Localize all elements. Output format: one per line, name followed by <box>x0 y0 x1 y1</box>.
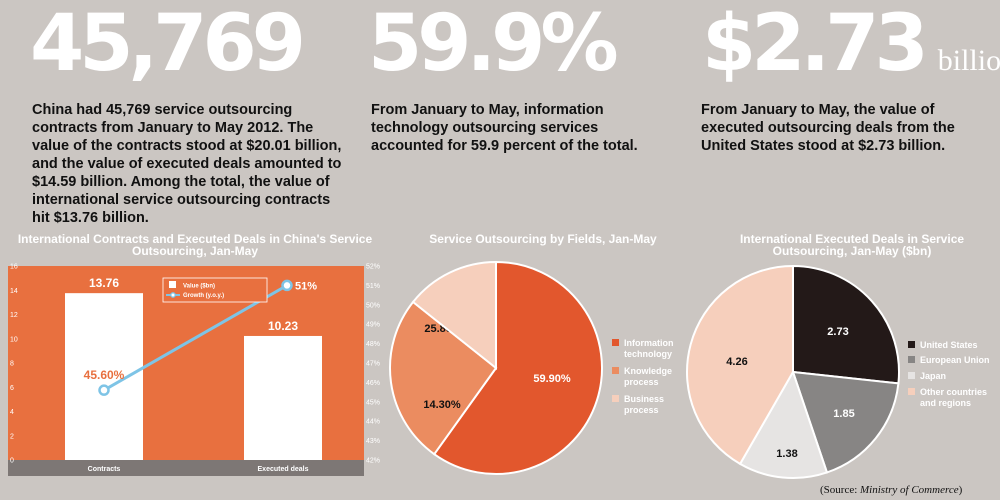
category-axis-band <box>8 460 364 476</box>
stat-1-text: China had 45,769 service outsourcing con… <box>32 102 342 226</box>
growth-label: 51% <box>295 280 317 292</box>
y2-tick-label: 44% <box>366 419 380 426</box>
stat-1-value: 45,769 <box>30 0 306 89</box>
legend-swatch <box>908 341 915 348</box>
pie-slice <box>389 300 498 456</box>
legend-label: Information technology <box>624 338 674 359</box>
growth-point <box>281 279 293 292</box>
pie-slice <box>411 260 497 371</box>
stat-2-value: 59.9% <box>368 0 619 89</box>
slice-label: 1.38 <box>776 448 797 460</box>
y-tick-label: 14 <box>10 288 18 295</box>
legend-label: European Union <box>920 355 990 365</box>
y-tick-label: 6 <box>10 385 14 392</box>
chart-1-title: International Contracts and Executed Dea… <box>17 232 373 258</box>
slice-label: 14.30% <box>423 399 461 411</box>
slice-label: 4.26 <box>726 356 747 368</box>
stat-3-text: From January to May, the value of execut… <box>701 102 955 154</box>
y2-tick-label: 50% <box>366 302 380 309</box>
legend-label: Value ($bn) <box>183 284 215 290</box>
stat-3-unit: billion <box>937 44 1000 77</box>
legend-swatch <box>612 339 619 346</box>
y2-tick-label: 45% <box>366 399 380 406</box>
legend-box <box>162 277 268 303</box>
y-tick-label: 0 <box>10 458 14 465</box>
y2-tick-label: 51% <box>366 283 380 290</box>
slice-label: 2.73 <box>827 326 848 338</box>
y2-tick-label: 47% <box>366 361 380 368</box>
x-tick-label: Executed deals <box>258 466 309 473</box>
y2-tick-label: 43% <box>366 438 380 445</box>
bar-value-label: 10.23 <box>268 319 298 333</box>
y2-tick-label: 42% <box>366 458 380 465</box>
growth-line <box>103 284 288 392</box>
legend-swatch <box>612 367 619 374</box>
pie-slice <box>432 260 603 475</box>
y2-tick-label: 46% <box>366 380 380 387</box>
legend-label: Knowledge process <box>624 366 672 387</box>
legend-swatch <box>612 395 619 402</box>
bar-value-label: 13.76 <box>89 276 119 290</box>
stat-2-text: From January to May, information technol… <box>371 102 638 154</box>
y2-tick-label: 48% <box>366 341 380 348</box>
y2-tick-label: 52% <box>366 264 380 271</box>
pie-slice <box>792 264 900 385</box>
chart-2-title: Service Outsourcing by Fields, Jan-May <box>429 232 657 246</box>
legend-swatch <box>908 372 915 379</box>
legend-label: Japan <box>920 371 946 381</box>
bar <box>244 335 322 460</box>
growth-label: 45.60% <box>84 368 125 382</box>
y-tick-label: 16 <box>10 264 18 271</box>
legend-swatch <box>908 388 915 395</box>
y-tick-label: 10 <box>10 336 18 343</box>
legend: Value ($bn) Growth (y.o.y.) <box>162 277 268 303</box>
legend-swatch-bar <box>169 281 176 288</box>
legend-swatch-point <box>170 292 176 298</box>
chart-3-title: International Executed Deals in Service … <box>739 232 965 258</box>
legend-label: Business process <box>624 394 664 415</box>
pie-slice <box>686 264 794 466</box>
legend-label: Growth (y.o.y.) <box>183 293 224 299</box>
y-tick-label: 4 <box>10 409 14 416</box>
y-tick-label: 8 <box>10 361 14 368</box>
slice-label: 1.85 <box>833 408 854 420</box>
growth-point <box>98 384 110 396</box>
pie-slice <box>738 369 829 479</box>
x-tick-label: Contracts <box>88 466 121 473</box>
legend-label: Other countries and regions <box>920 387 987 408</box>
legend-label: United States <box>920 340 978 350</box>
y-tick-label: 2 <box>10 433 14 440</box>
legend-swatch <box>908 356 915 363</box>
y-tick-label: 12 <box>10 312 18 319</box>
source-note: (Source: Ministry of Commerce) <box>820 484 963 496</box>
slice-label: 59.90% <box>533 373 571 385</box>
y2-tick-label: 49% <box>366 322 380 329</box>
